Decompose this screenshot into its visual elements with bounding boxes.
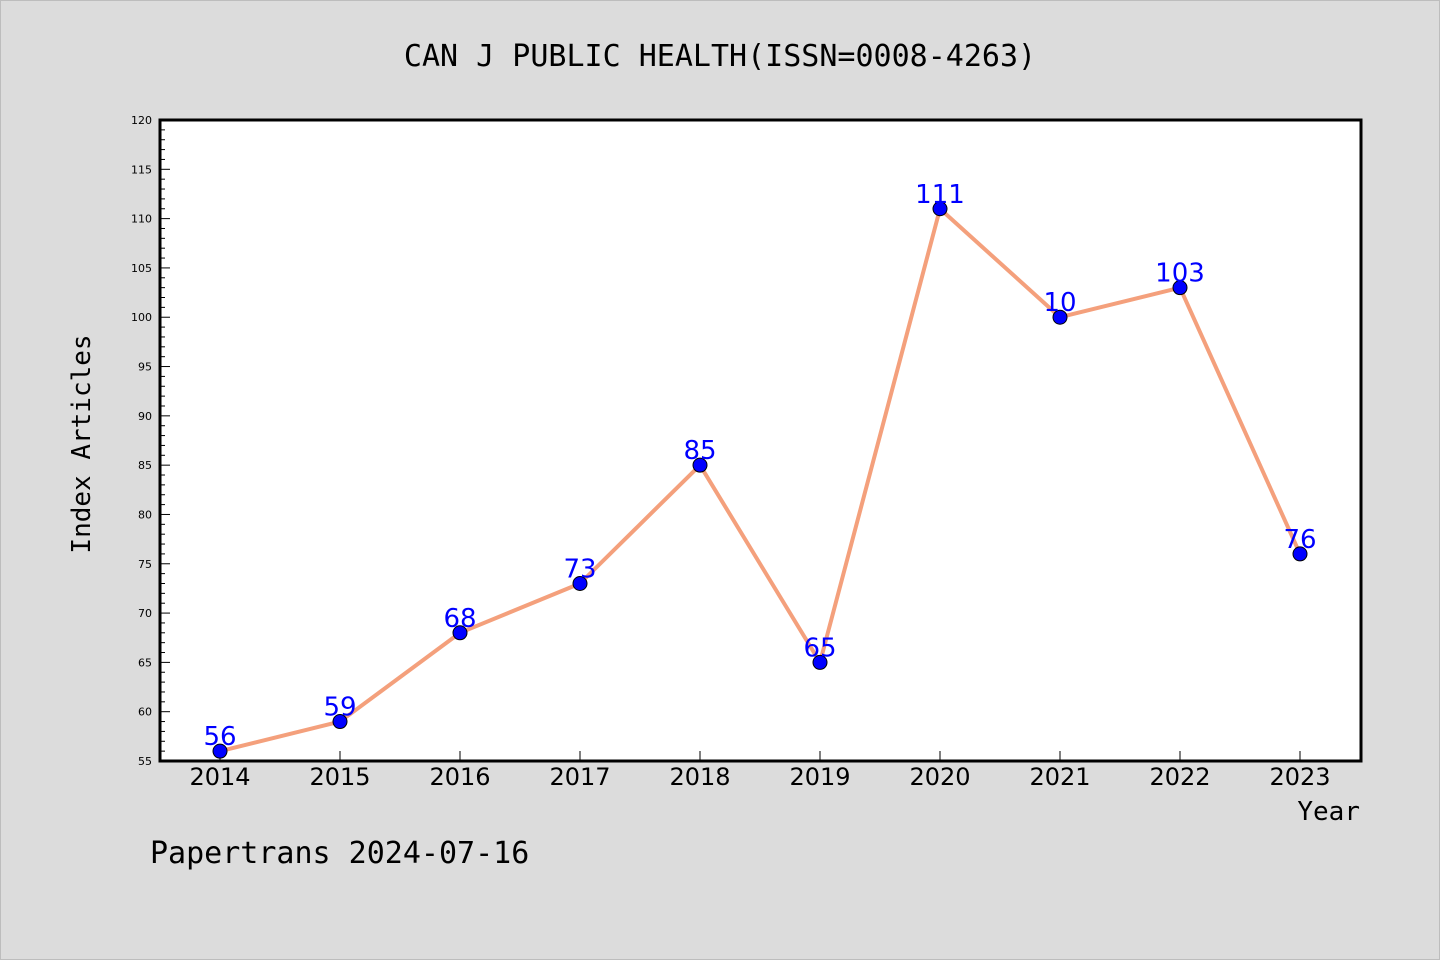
data-point <box>1052 309 1068 325</box>
plot-area <box>158 118 1363 763</box>
x-tick-label: 2015 <box>309 763 370 791</box>
data-labels: 56 59 68 73 85 65 111 10 103 76 <box>203 180 1316 752</box>
x-axis-label: Year <box>1297 797 1360 827</box>
y-tick-label: 90 <box>138 410 152 423</box>
data-point <box>692 457 708 473</box>
data-label: 68 <box>443 604 476 634</box>
data-label: 10 <box>1043 288 1076 318</box>
data-point <box>452 625 468 641</box>
data-point <box>812 654 828 670</box>
data-point <box>212 743 228 759</box>
data-point <box>572 575 588 591</box>
data-point <box>1292 546 1308 562</box>
y-axis-ticks: 55 60 65 70 75 80 85 90 95 100 105 110 115 120 <box>131 114 170 768</box>
data-label: 73 <box>563 554 596 584</box>
x-tick-label: 2019 <box>789 763 850 791</box>
y-tick-label: 75 <box>138 558 152 571</box>
series-markers <box>212 201 1308 759</box>
data-label: 111 <box>915 180 965 210</box>
y-tick-label: 55 <box>138 755 152 768</box>
x-tick-label: 2021 <box>1029 763 1090 791</box>
x-axis-ticks: 2014 2015 2016 2017 2018 2019 2020 2021 2022 2023 <box>189 751 1331 791</box>
data-point <box>932 201 948 217</box>
y-tick-label: 115 <box>131 163 152 176</box>
y-tick-label: 100 <box>131 311 152 324</box>
series-line-group <box>218 206 1302 754</box>
x-tick-label: 2016 <box>429 763 490 791</box>
footer-watermark-text: Papertrans 2024-07-16 <box>150 836 529 871</box>
series-line <box>218 206 1302 754</box>
data-label: 59 <box>323 693 356 723</box>
data-label: 56 <box>203 722 236 752</box>
y-tick-label: 65 <box>138 656 152 669</box>
data-label: 103 <box>1155 259 1205 289</box>
y-tick-label: 110 <box>131 213 152 226</box>
y-axis-label: Index Articles <box>67 334 97 553</box>
x-tick-label: 2022 <box>1149 763 1210 791</box>
y-tick-label: 70 <box>138 607 152 620</box>
y-tick-label: 120 <box>131 114 152 127</box>
data-label: 65 <box>803 633 836 663</box>
x-tick-label: 2017 <box>549 763 610 791</box>
data-point <box>332 714 348 730</box>
y-tick-label: 85 <box>138 459 152 472</box>
y-tick-label: 60 <box>138 706 152 719</box>
data-point <box>1172 280 1188 296</box>
y-tick-label: 95 <box>138 361 152 374</box>
x-tick-label: 2014 <box>189 763 250 791</box>
x-tick-label: 2018 <box>669 763 730 791</box>
x-tick-label: 2023 <box>1269 763 1330 791</box>
x-tick-label: 2020 <box>909 763 970 791</box>
data-label: 76 <box>1283 525 1316 555</box>
y-tick-label: 80 <box>138 508 152 521</box>
data-label: 85 <box>683 436 716 466</box>
y-tick-label: 105 <box>131 262 152 275</box>
chart-title: CAN J PUBLIC HEALTH(ISSN=0008-4263) <box>404 39 1036 74</box>
